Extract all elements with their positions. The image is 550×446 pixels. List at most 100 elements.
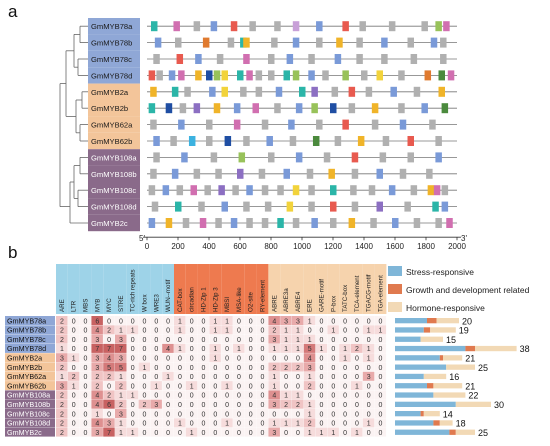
table-cell-value: 0 <box>331 383 335 390</box>
table-gene-label-box <box>5 353 55 363</box>
motif-box <box>233 103 241 114</box>
table-cell <box>303 325 316 335</box>
motif-box <box>261 185 269 196</box>
table-cell-value: 4 <box>95 328 99 335</box>
table-cell <box>374 334 387 344</box>
table-cell-value: 4 <box>272 318 276 325</box>
table-cell <box>351 399 363 409</box>
table-cell-value: 0 <box>320 383 324 390</box>
table-cell-value: 1 <box>296 346 300 353</box>
motif-box <box>148 70 156 81</box>
table-cell <box>115 390 127 400</box>
table-cell <box>351 316 363 325</box>
hormone-bar-segment <box>475 345 517 352</box>
table-cell-value: 0 <box>154 365 158 372</box>
motif-box <box>230 21 238 32</box>
table-gene-label-box <box>5 316 55 325</box>
table-cell-value: 0 <box>379 318 383 325</box>
table-cell-value: 0 <box>331 393 335 400</box>
table-cell <box>56 381 68 391</box>
table-cell <box>209 390 221 400</box>
table-cell <box>91 353 103 363</box>
column-header-bg <box>150 264 163 314</box>
table-cell <box>315 362 328 372</box>
table-gene-label-box <box>5 418 55 428</box>
table-cell <box>174 390 186 400</box>
table-cell-value: 1 <box>119 421 123 428</box>
table-cell-value: 0 <box>331 374 335 381</box>
table-cell-value: 0 <box>225 411 229 418</box>
table-cell-value: 1 <box>367 346 371 353</box>
motif-box <box>255 86 263 97</box>
table-cell-value: 1 <box>272 374 276 381</box>
motif-box <box>195 70 202 81</box>
table-cell <box>91 381 103 391</box>
motif-box <box>148 185 156 196</box>
table-cell-value: 2 <box>60 402 64 409</box>
table-cell <box>221 343 233 353</box>
table-cell-value: 0 <box>213 383 217 390</box>
table-cell <box>280 371 292 381</box>
column-header-bg <box>327 264 340 314</box>
table-cell-value: 0 <box>84 318 88 325</box>
table-cell-value: 1 <box>379 328 383 335</box>
gene-label: GmMYB2b <box>91 104 128 113</box>
table-cell <box>103 316 115 325</box>
table-cell-value: 0 <box>202 421 206 428</box>
table-cell-value: 0 <box>237 356 241 363</box>
motif-box <box>430 37 438 48</box>
table-cell-value: 0 <box>119 318 123 325</box>
table-cell <box>79 343 92 353</box>
table-cell <box>315 381 328 391</box>
table-cell <box>197 325 210 335</box>
table-cell <box>327 325 339 335</box>
table-cell-value: 1 <box>72 383 76 390</box>
motif-box <box>275 86 283 97</box>
table-cell-value: 0 <box>225 346 229 353</box>
motif-box <box>308 54 315 64</box>
table-cell-value: 0 <box>237 383 241 390</box>
table-cell-value: 0 <box>72 402 76 409</box>
gene-label: GmMYB78d <box>91 71 132 80</box>
motif-box <box>171 86 179 97</box>
stress-bar-segment <box>395 401 456 407</box>
motif-box <box>299 86 306 97</box>
motif-box <box>316 119 323 130</box>
gene-label-box <box>88 182 140 199</box>
column-header-label: ABRE4 <box>295 291 302 312</box>
table-cell <box>280 334 292 344</box>
table-cell-value: 0 <box>284 383 288 390</box>
bar-total-label: 18 <box>456 419 466 429</box>
table-cell-value: 0 <box>249 346 253 353</box>
motif-box <box>150 86 157 97</box>
table-cell <box>268 325 280 335</box>
gene-label-box <box>88 198 140 215</box>
table-cell-value: 0 <box>131 365 135 372</box>
hormone-bar-segment <box>455 401 491 407</box>
table-cell <box>280 325 292 335</box>
table-cell <box>351 418 363 428</box>
column-header-label: P-box <box>330 295 337 312</box>
column-header-bg <box>339 264 351 314</box>
motif-box <box>379 152 387 163</box>
table-cell-value: 2 <box>107 328 111 335</box>
motif-box <box>246 70 253 81</box>
table-cell-value: 2 <box>107 393 111 400</box>
table-gene-label-box <box>5 381 55 391</box>
table-cell <box>56 409 68 418</box>
motif-box <box>193 168 201 179</box>
table-cell <box>162 371 174 381</box>
motif-box <box>274 103 281 114</box>
table-cell-value: 2 <box>143 402 147 409</box>
table-cell <box>91 362 103 372</box>
axis-tick-label: 1200 <box>324 242 342 251</box>
column-header-bg <box>185 264 198 314</box>
table-cell <box>185 316 198 325</box>
motif-box <box>342 119 349 130</box>
table-cell-value: 0 <box>261 430 265 437</box>
table-cell <box>362 399 375 409</box>
table-cell-value: 0 <box>355 402 359 409</box>
table-cell <box>351 334 363 344</box>
table-cell-value: 1 <box>178 318 182 325</box>
table-cell-value: 0 <box>320 318 324 325</box>
